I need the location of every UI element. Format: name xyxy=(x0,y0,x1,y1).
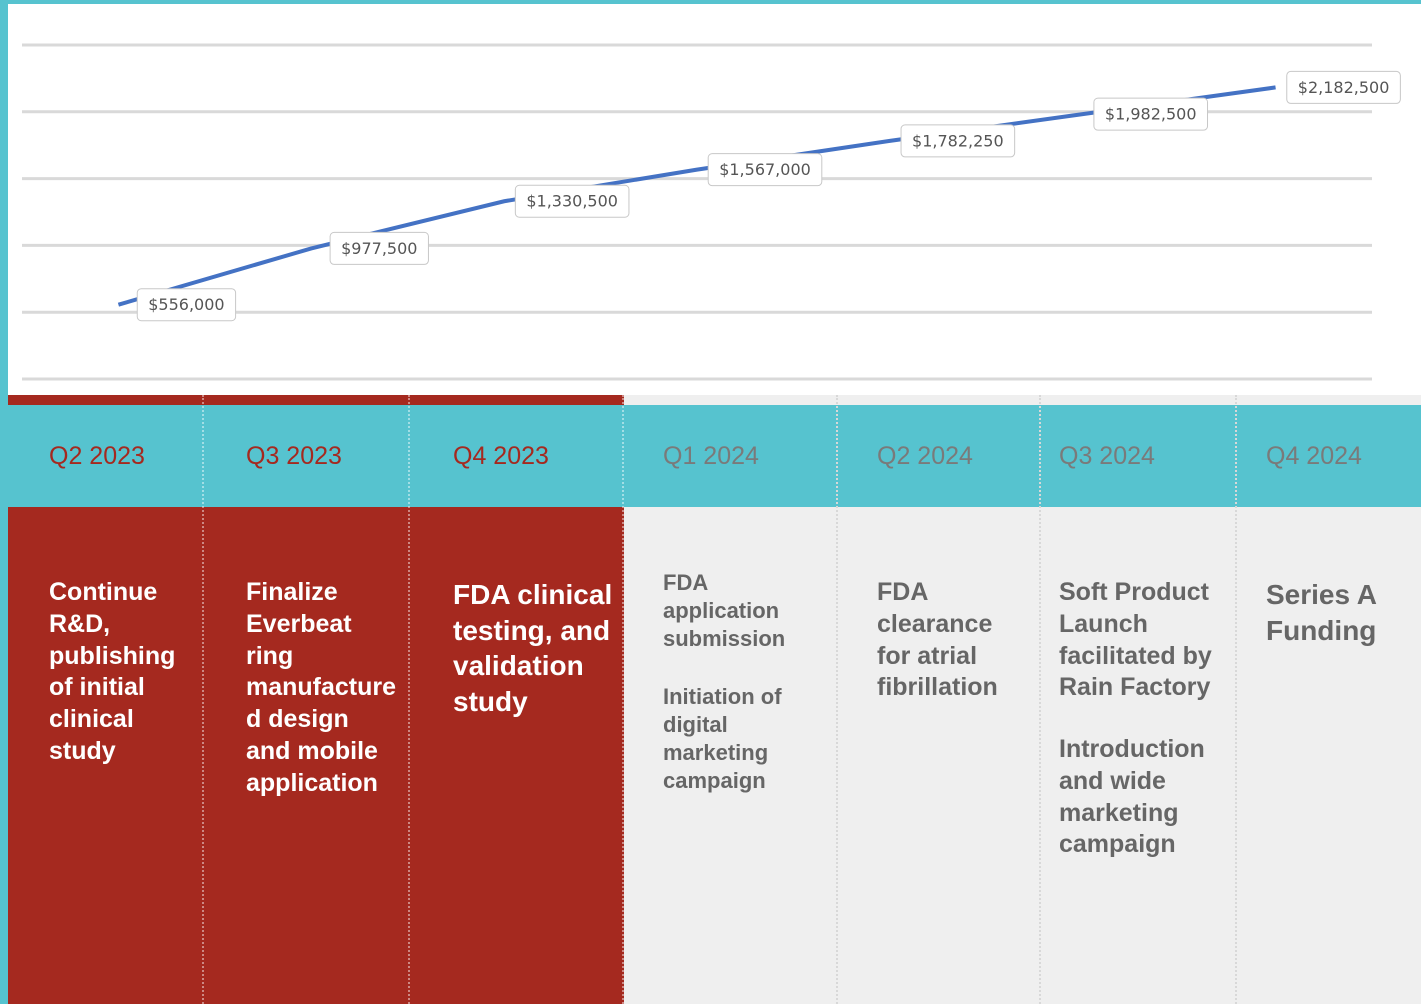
data-label: $1,782,250 xyxy=(912,131,1004,150)
timeline-column: Q4 2024 Series A Funding xyxy=(1237,395,1421,1004)
column-strip xyxy=(410,395,624,405)
data-label: $1,982,500 xyxy=(1105,105,1197,124)
milestone-paragraph: Initiation of digital marketing campaign xyxy=(663,683,782,793)
column-body: FDA application submission Initiation of … xyxy=(624,507,838,1004)
timeline-column: Q2 2024 FDA clearance for atrial fibrilla… xyxy=(838,395,1041,1004)
data-label: $977,500 xyxy=(341,239,417,258)
data-label: $1,567,000 xyxy=(719,160,811,179)
milestone-paragraph: FDA clearance for atrial fibrillation xyxy=(877,578,998,702)
data-label: $2,182,500 xyxy=(1298,78,1390,97)
chart-background xyxy=(8,4,1421,395)
column-separator xyxy=(202,395,204,1004)
milestone-text: Finalize Everbeat ring manufactured desi… xyxy=(246,577,400,829)
timeline-column: Q2 2023 Continue R&D, publishing of initi… xyxy=(8,395,204,1004)
column-strip xyxy=(1237,395,1421,405)
data-label-box xyxy=(329,231,429,265)
milestone-text: FDA clearance for atrial fibrillation xyxy=(877,577,1031,734)
milestone-paragraph: Soft Product Launch facilitated by Rain … xyxy=(1059,578,1212,702)
column-separator xyxy=(1039,395,1041,1004)
quarter-label: Q1 2024 xyxy=(624,405,838,507)
column-separator xyxy=(1235,395,1237,1004)
data-label: $1,330,500 xyxy=(526,192,618,211)
quarter-label: Q2 2023 xyxy=(8,405,204,507)
milestone-text: FDA application submission Initiation of … xyxy=(663,569,828,825)
column-body: Finalize Everbeat ring manufactured desi… xyxy=(204,507,410,1004)
column-strip xyxy=(838,395,1041,405)
quarter-label: Q3 2023 xyxy=(204,405,410,507)
column-body: Series A Funding xyxy=(1237,507,1421,1004)
milestone-paragraph: FDA clinical testing, and validation stu… xyxy=(453,579,613,717)
milestone-text: Soft Product Launch facilitated by Rain … xyxy=(1059,577,1227,891)
data-label-box xyxy=(707,153,823,187)
column-body: Continue R&D, publishing of initial clin… xyxy=(8,507,204,1004)
milestone-paragraph: FDA application submission xyxy=(663,570,786,651)
milestone-text: Series A Funding xyxy=(1266,577,1411,678)
data-label-box xyxy=(1286,70,1401,104)
quarter-label: Q4 2024 xyxy=(1237,405,1421,507)
timeline-column: Q4 2023 FDA clinical testing, and validat… xyxy=(410,395,624,1004)
column-strip xyxy=(204,395,410,405)
line xyxy=(117,85,1276,307)
column-separator xyxy=(622,395,624,1004)
quarter-label: Q4 2023 xyxy=(410,405,624,507)
data-label: $556,000 xyxy=(148,295,224,314)
data-label-box xyxy=(514,184,630,218)
quarter-label: Q2 2024 xyxy=(838,405,1041,507)
milestone-text: FDA clinical testing, and validation stu… xyxy=(453,577,614,749)
column-strip xyxy=(1041,395,1237,405)
column-separator xyxy=(408,395,410,1004)
column-separator xyxy=(836,395,838,1004)
column-body: Soft Product Launch facilitated by Rain … xyxy=(1041,507,1237,1004)
milestone-paragraph: Finalize Everbeat ring manufactured desi… xyxy=(246,578,397,797)
data-label-box xyxy=(136,288,237,322)
timeline-column: Q3 2024 Soft Product Launch facilitated b… xyxy=(1041,395,1237,1004)
milestone-paragraph: Continue R&D, publishing of initial clin… xyxy=(49,578,176,765)
timeline-column: Q1 2024 FDA application submission Initiat… xyxy=(624,395,838,1004)
column-strip xyxy=(8,395,204,405)
column-body: FDA clinical testing, and validation stu… xyxy=(410,507,624,1004)
column-body: FDA clearance for atrial fibrillation xyxy=(838,507,1041,1004)
data-label-box xyxy=(900,124,1016,158)
milestone-paragraph: Introduction and wide marketing campaign xyxy=(1059,735,1205,859)
timeline-column: Q3 2023 Finalize Everbeat ring manufactur… xyxy=(204,395,410,1004)
milestone-paragraph: Series A Funding xyxy=(1266,579,1377,646)
data-label-box xyxy=(1093,97,1209,131)
quarter-label: Q3 2024 xyxy=(1041,405,1237,507)
chart: $556,000 $977,500 $1,330,500 $1,567,000 $1,7… xyxy=(8,4,1421,395)
milestone-text: Continue R&D, publishing of initial clin… xyxy=(49,577,194,798)
column-strip xyxy=(624,395,838,405)
